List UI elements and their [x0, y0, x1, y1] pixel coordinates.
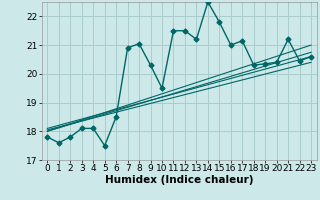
- X-axis label: Humidex (Indice chaleur): Humidex (Indice chaleur): [105, 175, 253, 185]
